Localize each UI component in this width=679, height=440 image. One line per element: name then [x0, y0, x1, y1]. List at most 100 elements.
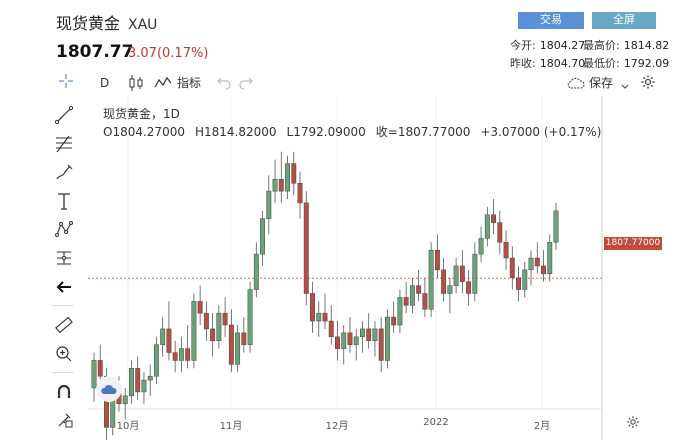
candle [135, 368, 141, 393]
candle [391, 316, 397, 326]
x-tick-label: 2022 [423, 417, 449, 428]
candle [360, 328, 365, 338]
pattern-tool-icon[interactable] [50, 215, 78, 243]
candle [266, 190, 272, 219]
tool-divider [52, 305, 74, 306]
redo-icon[interactable] [238, 74, 254, 90]
candle [478, 238, 484, 255]
candle [216, 312, 222, 341]
candle [534, 257, 540, 267]
candle [553, 210, 559, 243]
low-value: 1792.09 [623, 57, 670, 70]
candle [241, 332, 247, 345]
candle [372, 328, 378, 341]
fullscreen-button[interactable]: 全屏 [592, 12, 656, 29]
ohlc-legend: O1804.27000 H1814.82000 L1792.09000 收=1807.… [103, 123, 611, 140]
candle [203, 312, 209, 330]
candle [434, 249, 440, 271]
legend-high: H1814.82000 [194, 125, 277, 139]
candle [197, 301, 203, 314]
legend-title[interactable]: 现货黄金，1D [103, 107, 180, 121]
candle [91, 360, 97, 389]
brush-tool-icon[interactable] [50, 158, 78, 186]
candle [153, 344, 159, 377]
last-price-tag: 1807.77000 [604, 237, 662, 250]
candle [316, 312, 322, 322]
candle [178, 348, 184, 361]
candle [247, 289, 253, 345]
x-tick-label: 2月 [533, 421, 551, 432]
instrument-symbol: XAU [128, 17, 158, 33]
low-label: 最低价: [583, 57, 620, 70]
trade-button[interactable]: 交易 [518, 12, 584, 29]
low-stat: 最低价: 1792.09 [583, 55, 669, 71]
trend-line-tool-icon[interactable] [50, 101, 78, 129]
candle [328, 320, 334, 338]
cloud-sync-icon [101, 384, 117, 394]
candle [322, 312, 328, 322]
candle [428, 249, 434, 310]
candle [384, 316, 390, 361]
candlestick-chart[interactable] [88, 96, 679, 440]
open-value: 1804.27 [539, 39, 586, 52]
candle [353, 336, 359, 345]
candle [272, 179, 278, 192]
candle [484, 214, 490, 239]
instrument-title: 现货黄金 XAU [56, 10, 157, 34]
ruler-tool-icon[interactable] [50, 311, 78, 339]
candle [472, 253, 478, 294]
zoom-in-icon[interactable] [50, 340, 78, 368]
interval-selector[interactable]: D [100, 76, 110, 90]
prev-close-value: 1804.70 [539, 57, 586, 70]
candle [547, 242, 553, 275]
candle [191, 301, 197, 361]
candle [378, 328, 384, 361]
candle [129, 368, 134, 397]
text-tool-icon[interactable] [50, 187, 78, 215]
candle [141, 379, 147, 393]
magnet-tool-icon[interactable] [50, 378, 78, 406]
fib-tool-icon[interactable] [50, 130, 78, 158]
candle [235, 332, 241, 365]
cloud-icon[interactable] [566, 75, 586, 89]
candle [310, 293, 315, 322]
open-stat: 今开: 1804.27 [510, 37, 585, 53]
chart-settings-gear-icon[interactable] [626, 414, 640, 428]
lock-drawings-tool-icon[interactable] [50, 405, 78, 433]
current-price: 1807.77 [56, 42, 134, 62]
indicators-button[interactable]: 指标 [177, 76, 202, 90]
candle [335, 336, 340, 349]
crosshair-tool-icon[interactable] [58, 73, 74, 89]
x-tick-label: 10月 [116, 421, 140, 432]
candle [172, 352, 178, 361]
candle [466, 281, 472, 294]
candle [409, 285, 415, 306]
candle [297, 183, 303, 204]
candle [509, 257, 515, 278]
candle [403, 297, 409, 306]
candle [210, 328, 216, 341]
candle [253, 253, 259, 290]
candle [528, 257, 534, 271]
cloud-sync-button[interactable] [96, 376, 122, 402]
candle [347, 332, 353, 345]
back-arrow-icon[interactable] [50, 273, 78, 301]
undo-icon[interactable] [216, 74, 232, 90]
candle-type-icon[interactable] [128, 74, 144, 92]
legend-close: 收=1807.77000 [375, 125, 471, 139]
candle [122, 395, 128, 404]
prev-close-stat: 昨收: 1804.70 [510, 55, 585, 71]
settings-gear-icon[interactable] [640, 74, 656, 90]
legend-low: L1792.09000 [286, 125, 366, 139]
candle [541, 265, 546, 275]
high-value: 1814.82 [623, 39, 670, 52]
candle [278, 179, 284, 192]
save-button[interactable]: 保存 [589, 76, 614, 90]
save-dropdown-chevron-icon[interactable] [620, 77, 630, 89]
candle [285, 163, 290, 192]
candle [160, 328, 166, 345]
tool-divider [52, 372, 74, 373]
measure-range-tool-icon[interactable] [50, 244, 78, 272]
indicators-icon[interactable] [154, 75, 172, 91]
candle [522, 269, 528, 290]
